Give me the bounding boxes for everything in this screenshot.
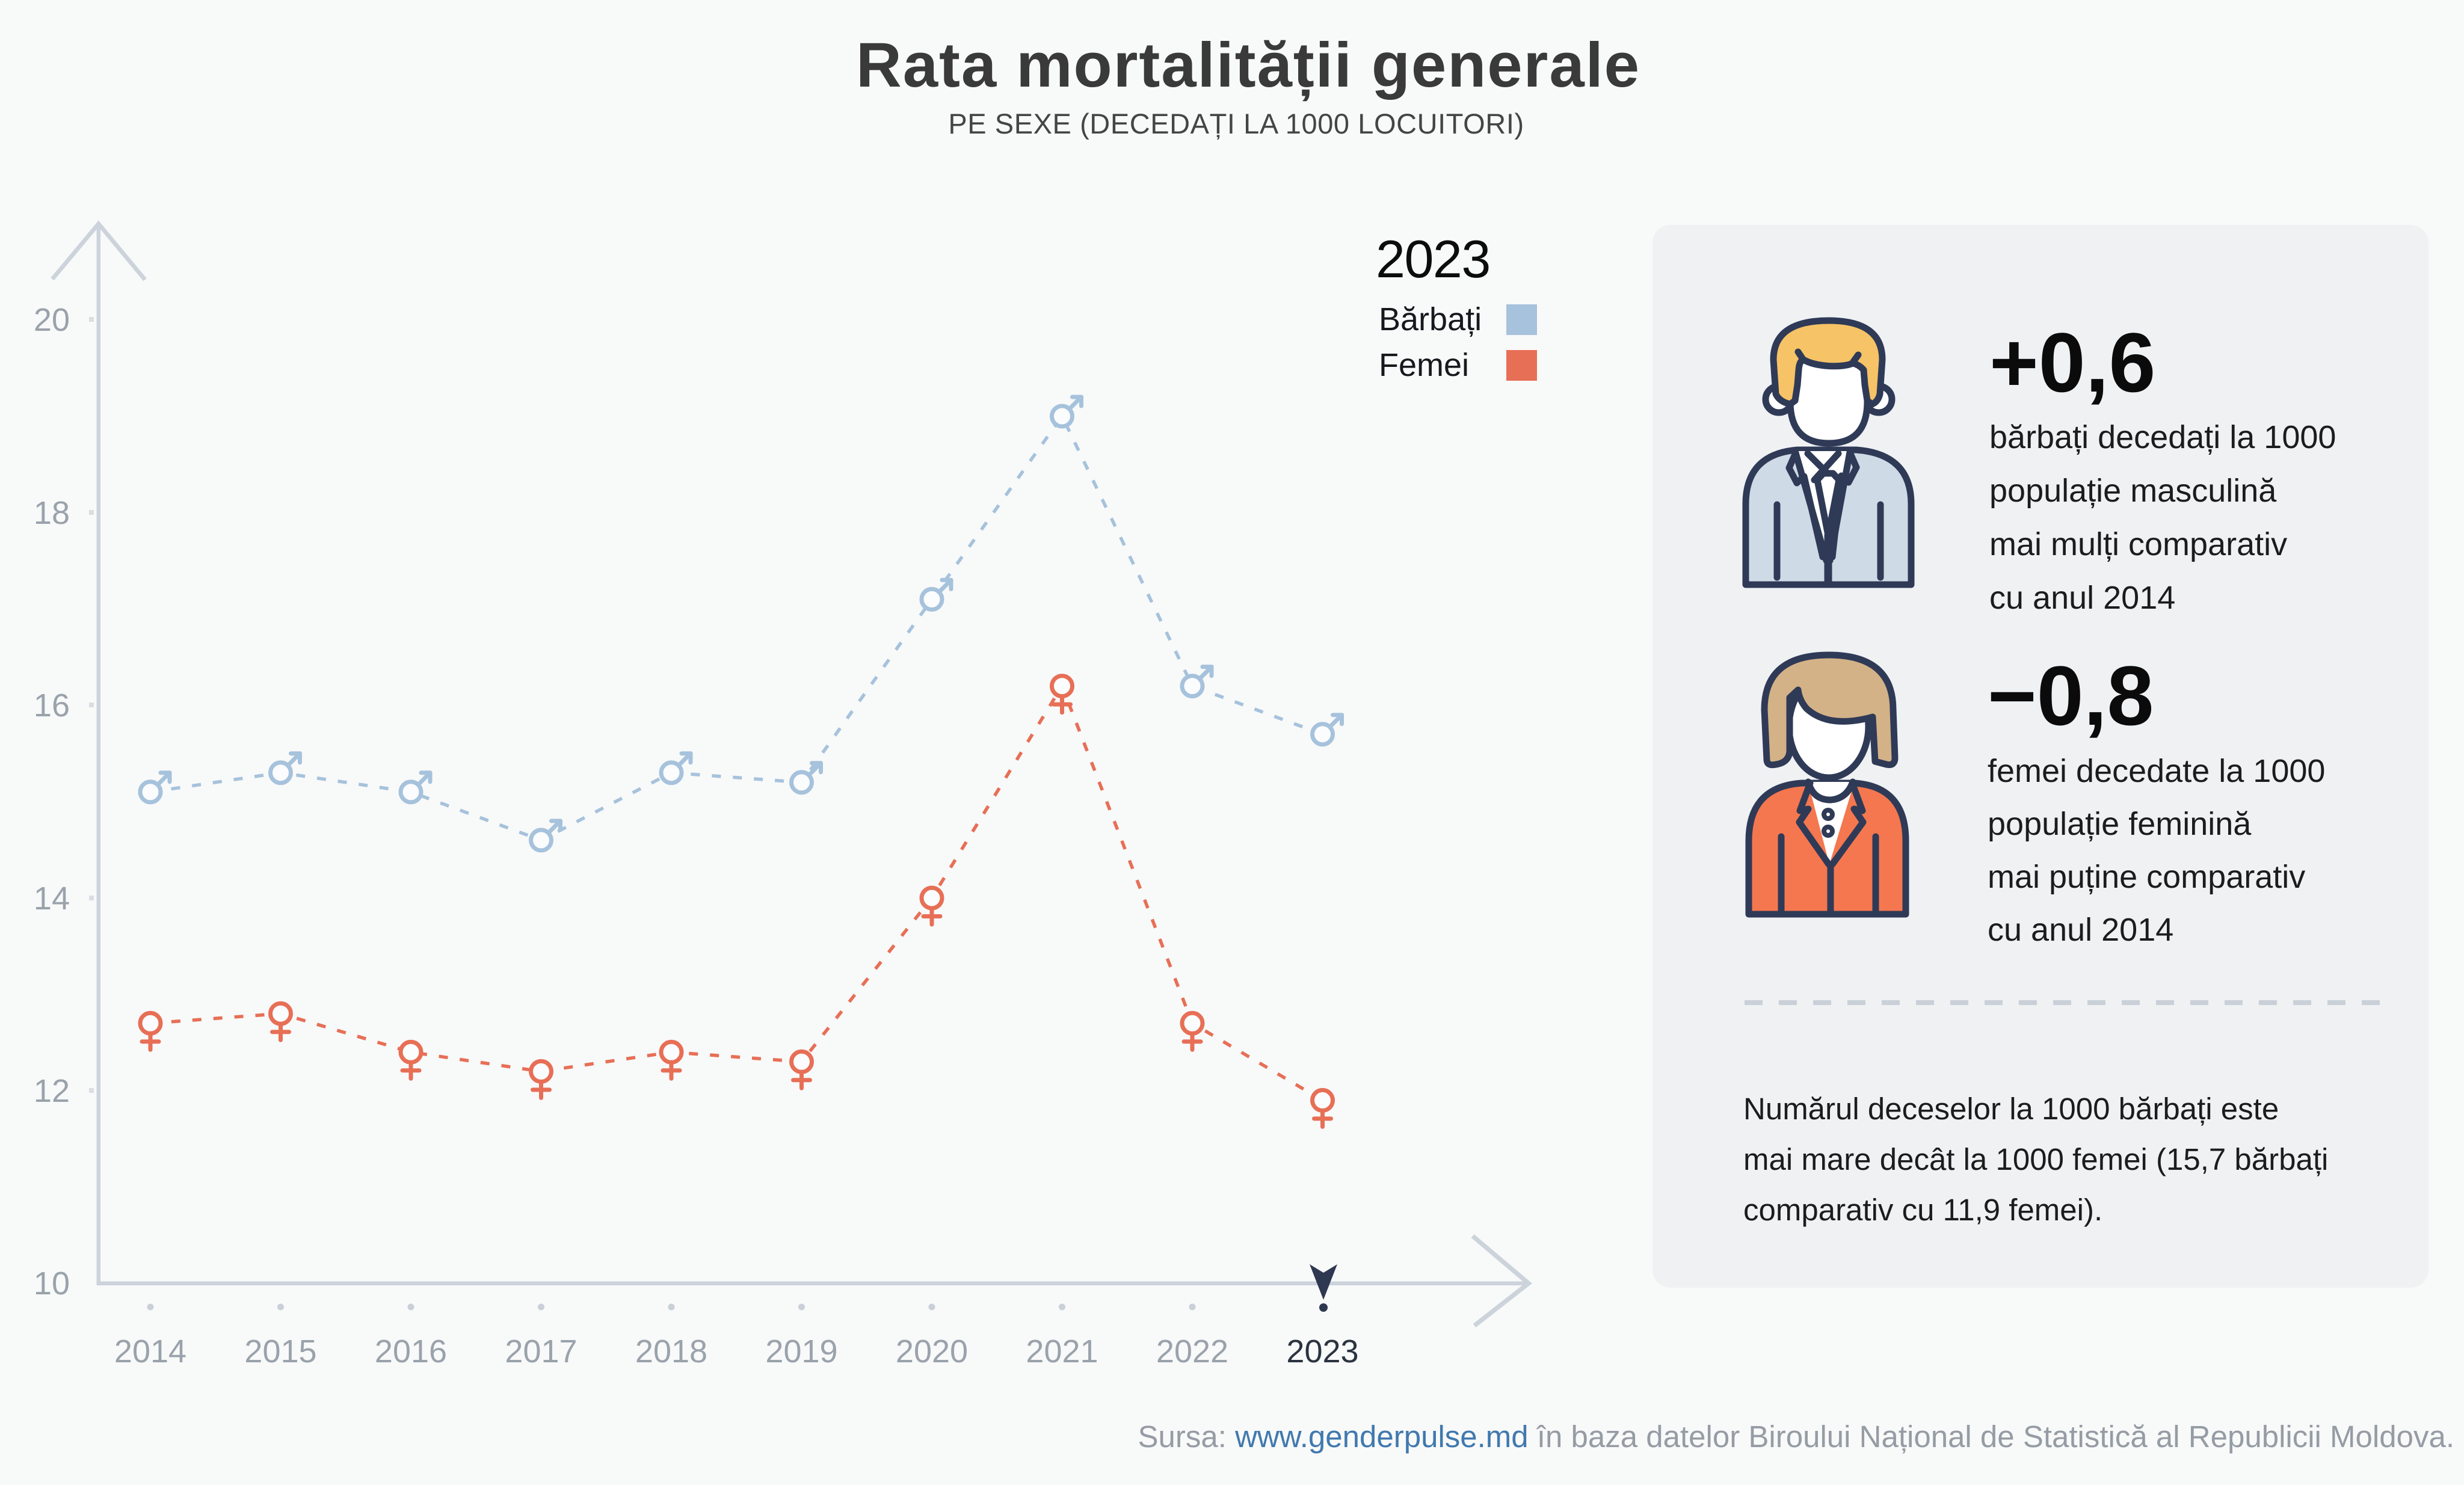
svg-text:2015: 2015 [244,1333,316,1370]
svg-text:mai mare decât la 1000 femei (: mai mare decât la 1000 femei (15,7 bărba… [1743,1142,2328,1176]
svg-text:2014: 2014 [114,1333,186,1370]
svg-text:−0,8: −0,8 [1988,648,2154,743]
svg-text:cu anul 2014: cu anul 2014 [1989,580,2175,616]
svg-text:14: 14 [34,881,70,917]
svg-text:comparativ cu 11,9 femei).: comparativ cu 11,9 femei). [1743,1193,2102,1227]
svg-text:2017: 2017 [505,1333,577,1370]
svg-text:2023: 2023 [1376,229,1490,289]
svg-text:10: 10 [34,1265,70,1302]
svg-text:16: 16 [34,687,70,724]
svg-text:2022: 2022 [1156,1333,1228,1370]
svg-text:2018: 2018 [635,1333,707,1370]
svg-text:femei decedate la 1000: femei decedate la 1000 [1988,753,2325,789]
svg-text:Rata mortalității generale: Rata mortalității generale [856,30,1640,102]
svg-text:20: 20 [34,302,70,338]
svg-text:18: 18 [34,495,70,531]
svg-text:populație masculină: populație masculină [1989,473,2277,509]
svg-text:PE SEXE (DECEDAȚI LA 1000 LOCU: PE SEXE (DECEDAȚI LA 1000 LOCUITORI) [948,108,1524,140]
svg-text:Sursa: www.genderpulse.md în b: Sursa: www.genderpulse.md în baza datelo… [1138,1419,2454,1454]
svg-text:Femei: Femei [1379,347,1469,383]
svg-text:2020: 2020 [896,1333,968,1370]
svg-text:2023: 2023 [1286,1333,1358,1370]
svg-text:Bărbați: Bărbați [1379,301,1482,337]
svg-text:cu anul 2014: cu anul 2014 [1988,912,2173,948]
svg-text:mai puține comparativ: mai puține comparativ [1988,859,2305,895]
svg-text:+0,6: +0,6 [1989,315,2155,410]
svg-text:2019: 2019 [765,1333,837,1370]
svg-text:2016: 2016 [375,1333,447,1370]
svg-text:Numărul deceselor la 1000 bărb: Numărul deceselor la 1000 bărbați este [1743,1092,2279,1126]
svg-text:12: 12 [34,1073,70,1109]
svg-text:bărbați decedați la 1000: bărbați decedați la 1000 [1989,419,2336,455]
svg-text:2021: 2021 [1026,1333,1098,1370]
svg-text:mai mulți comparativ: mai mulți comparativ [1989,526,2287,562]
svg-text:populație feminină: populație feminină [1988,806,2252,842]
